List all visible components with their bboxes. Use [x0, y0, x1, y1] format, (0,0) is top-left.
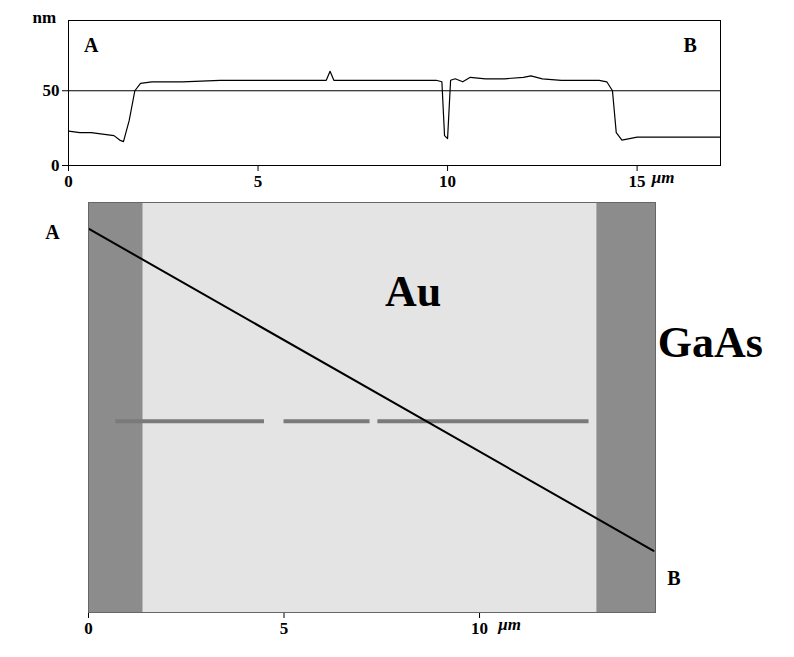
svg-text:10: 10 — [439, 172, 456, 191]
svg-text:GaAs: GaAs — [658, 318, 763, 367]
svg-text:A: A — [84, 34, 99, 56]
svg-text:nm: nm — [33, 8, 57, 27]
svg-text:0: 0 — [51, 156, 60, 175]
svg-text:A: A — [45, 221, 60, 243]
svg-text:50: 50 — [43, 81, 60, 100]
svg-text:Au: Au — [385, 267, 441, 316]
svg-text:0: 0 — [64, 172, 73, 191]
svg-text:5: 5 — [280, 619, 289, 638]
svg-text:10: 10 — [471, 619, 488, 638]
svg-text:0: 0 — [84, 619, 93, 638]
svg-text:μm: μm — [497, 615, 521, 634]
svg-text:B: B — [684, 34, 697, 56]
svg-text:μm: μm — [651, 168, 675, 187]
svg-text:15: 15 — [629, 172, 646, 191]
svg-text:5: 5 — [254, 172, 263, 191]
svg-text:B: B — [667, 567, 680, 589]
